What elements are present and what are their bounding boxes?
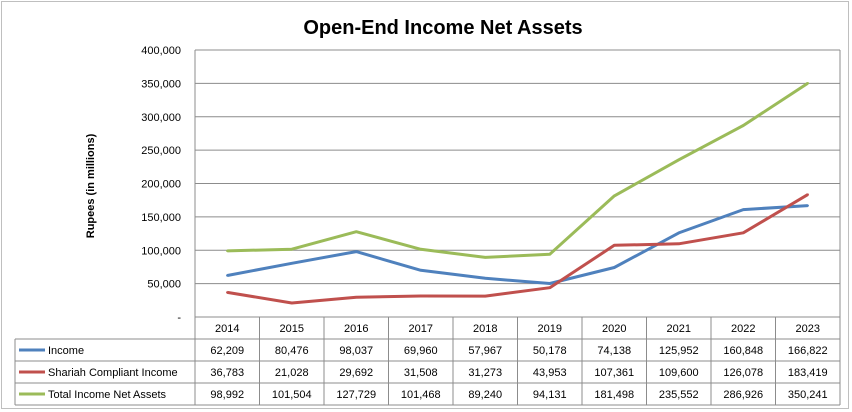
data-point (677, 242, 680, 246)
data-label: 160,848 (723, 345, 763, 357)
x-tick-label: 2021 (667, 323, 691, 335)
legend-entry: Shariah Compliant Income (48, 367, 178, 379)
data-point (290, 301, 293, 305)
data-point (226, 291, 229, 294)
legend-entry: Total Income Net Assets (48, 389, 166, 401)
data-point (677, 158, 680, 161)
data-label: 350,241 (788, 389, 828, 401)
chart-title: Open-End Income Net Assets (303, 17, 582, 39)
y-tick-label: 100,000 (141, 245, 181, 257)
data-label: 31,273 (468, 367, 502, 379)
y-tick-label: 200,000 (141, 179, 181, 191)
data-point (806, 193, 809, 196)
data-point (677, 231, 680, 235)
x-tick-label: 2020 (602, 323, 626, 335)
x-tick-label: 2015 (280, 323, 304, 335)
x-tick-label: 2019 (538, 323, 562, 335)
data-label: 107,361 (594, 367, 634, 379)
data-point (355, 295, 358, 299)
data-label: 80,476 (275, 345, 309, 357)
data-point (742, 231, 745, 235)
data-label: 183,419 (788, 367, 828, 379)
data-point (419, 294, 422, 298)
data-label: 50,178 (533, 345, 567, 357)
data-point (613, 194, 616, 198)
series-line (227, 204, 808, 285)
data-point (355, 250, 358, 253)
data-label: 235,552 (659, 389, 699, 401)
data-label: 125,952 (659, 345, 699, 357)
data-label: 89,240 (468, 389, 502, 401)
data-point (742, 208, 745, 211)
data-point (419, 269, 422, 272)
series-line (227, 193, 809, 305)
data-point (806, 204, 809, 207)
data-point (613, 244, 616, 247)
data-point (548, 282, 551, 285)
data-point (613, 266, 616, 269)
data-label: 74,138 (597, 345, 631, 357)
data-point (548, 252, 551, 256)
data-label: 127,729 (336, 389, 376, 401)
data-label: 101,504 (272, 389, 312, 401)
data-label: 62,209 (210, 345, 244, 357)
y-tick-label: 300,000 (141, 112, 181, 124)
data-label: 31,508 (404, 367, 438, 379)
x-tick-label: 2017 (409, 323, 433, 335)
x-tick-label: 2016 (344, 323, 368, 335)
y-tick-label: 50,000 (147, 279, 181, 291)
data-label: 29,692 (339, 367, 373, 379)
data-label: 98,992 (210, 389, 244, 401)
x-tick-label: 2022 (731, 323, 755, 335)
data-point (419, 248, 422, 251)
data-label: 21,028 (275, 367, 309, 379)
data-label: 94,131 (533, 389, 567, 401)
data-point (355, 230, 358, 233)
data-label: 181,498 (594, 389, 634, 401)
y-tick-label: 250,000 (141, 145, 181, 157)
x-tick-label: 2014 (215, 323, 239, 335)
data-point (548, 286, 551, 289)
data-label: 43,953 (533, 367, 567, 379)
y-tick-label: - (177, 312, 181, 324)
x-tick-label: 2023 (796, 323, 820, 335)
data-label: 166,822 (788, 345, 828, 357)
data-point (290, 262, 293, 265)
y-axis-label: Rupees (in millions) (85, 133, 97, 238)
series-line (227, 81, 809, 259)
legend-entry: Income (48, 345, 84, 357)
data-point (806, 82, 809, 85)
data-point (226, 274, 229, 277)
data-label: 98,037 (339, 345, 373, 357)
data-label: 286,926 (723, 389, 763, 401)
data-point (290, 248, 293, 251)
y-tick-label: 400,000 (141, 45, 181, 57)
data-point (742, 124, 745, 127)
data-label: 109,600 (659, 367, 699, 379)
data-label: 101,468 (401, 389, 441, 401)
data-point (226, 249, 229, 253)
data-label: 57,967 (468, 345, 502, 357)
data-point (484, 277, 487, 280)
data-point (484, 256, 487, 259)
x-tick-label: 2018 (473, 323, 497, 335)
data-label: 69,960 (404, 345, 438, 357)
y-tick-label: 350,000 (141, 78, 181, 90)
y-tick-label: 150,000 (141, 212, 181, 224)
data-label: 126,078 (723, 367, 763, 379)
data-point (484, 294, 487, 298)
data-label: 36,783 (210, 367, 244, 379)
